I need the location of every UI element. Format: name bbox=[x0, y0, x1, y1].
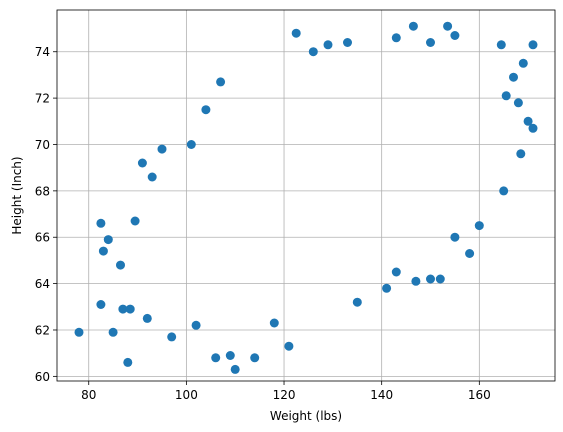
scatter-point bbox=[450, 232, 460, 242]
scatter-point bbox=[269, 318, 279, 328]
scatter-point bbox=[191, 320, 201, 330]
plot-frame bbox=[56, 9, 556, 382]
scatter-point bbox=[435, 274, 445, 284]
scatter-point bbox=[501, 91, 511, 101]
scatter-point bbox=[513, 98, 523, 108]
x-tick-label: 140 bbox=[370, 388, 393, 402]
scatter-point bbox=[98, 246, 108, 256]
x-tick-label: 100 bbox=[175, 388, 198, 402]
scatter-point bbox=[343, 38, 352, 47]
scatter-point bbox=[250, 353, 260, 363]
y-tick-label: 64 bbox=[35, 277, 50, 291]
scatter-point bbox=[408, 21, 418, 31]
grid-lines bbox=[57, 10, 555, 381]
scatter-point bbox=[103, 235, 113, 245]
scatter-point bbox=[496, 40, 506, 50]
scatter-point bbox=[411, 276, 421, 286]
scatter-point bbox=[167, 332, 177, 342]
y-tick-label: 72 bbox=[35, 92, 50, 106]
scatter-point bbox=[499, 186, 509, 196]
scatter-point bbox=[230, 364, 240, 374]
scatter-point bbox=[391, 267, 401, 277]
scatter-point bbox=[186, 140, 196, 149]
y-tick-label: 60 bbox=[35, 370, 50, 384]
scatter-point bbox=[450, 31, 460, 40]
x-tick-label: 80 bbox=[81, 388, 96, 402]
scatter-point bbox=[352, 297, 362, 307]
scatter-point bbox=[509, 72, 518, 82]
scatter-point bbox=[125, 304, 135, 314]
scatter-point bbox=[211, 353, 221, 363]
scatter-point bbox=[147, 172, 157, 182]
scatter-point bbox=[96, 218, 106, 228]
scatter-point bbox=[391, 33, 401, 43]
scatter-point bbox=[118, 304, 128, 314]
scatter-point bbox=[465, 249, 475, 258]
scatter-point bbox=[443, 21, 453, 31]
scatter-point bbox=[528, 123, 538, 133]
y-tick-label: 74 bbox=[35, 45, 50, 59]
scatter-point bbox=[516, 149, 526, 159]
y-tick-label: 70 bbox=[35, 138, 50, 152]
scatter-point bbox=[123, 357, 133, 367]
scatter-point bbox=[474, 221, 484, 231]
scatter-point bbox=[216, 77, 226, 87]
x-tick-label: 120 bbox=[273, 388, 296, 402]
x-axis-label: Weight (lbs) bbox=[270, 409, 342, 423]
scatter-point bbox=[116, 260, 125, 270]
scatter-point bbox=[518, 58, 528, 68]
x-tick-label: 160 bbox=[468, 388, 491, 402]
scatter-point bbox=[284, 341, 294, 351]
scatter-point bbox=[426, 38, 435, 47]
scatter-point bbox=[96, 300, 106, 309]
scatter-point bbox=[382, 283, 392, 293]
scatter-point bbox=[523, 116, 533, 126]
scatter-point bbox=[157, 144, 167, 154]
scatter-point bbox=[291, 28, 301, 38]
scatter-point bbox=[137, 158, 147, 168]
scatter-point bbox=[308, 47, 318, 57]
y-tick-label: 68 bbox=[35, 184, 50, 198]
scatter-point bbox=[130, 216, 140, 226]
scatter-point bbox=[201, 105, 211, 115]
scatter-point bbox=[528, 40, 538, 50]
y-tick-label: 62 bbox=[35, 323, 50, 337]
scatter-point bbox=[323, 40, 333, 50]
scatter-point bbox=[74, 327, 84, 337]
y-tick-label: 66 bbox=[35, 231, 50, 245]
scatter-point bbox=[142, 313, 152, 323]
scatter-point bbox=[225, 351, 235, 360]
scatter-point bbox=[426, 274, 435, 284]
data-points bbox=[74, 21, 538, 374]
scatter-point bbox=[108, 327, 118, 337]
y-axis-label: Height (Inch) bbox=[10, 156, 24, 234]
axis-ticks: 80 100 120 140 160 60 62 64 66 68 70 72 74 bbox=[35, 45, 491, 402]
